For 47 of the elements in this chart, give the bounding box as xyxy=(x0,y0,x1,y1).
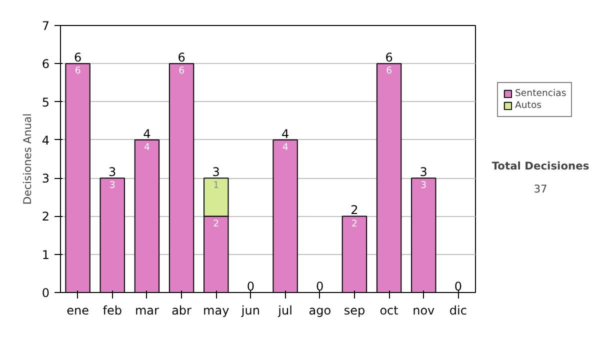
x-tick-label: abr xyxy=(172,304,192,318)
x-tick-label: feb xyxy=(102,304,122,318)
x-tick-label: mar xyxy=(134,304,160,318)
total-label: 2 xyxy=(350,203,358,218)
total-label: 4 xyxy=(143,126,151,141)
legend-label: Autos xyxy=(515,100,542,111)
text: Total Decisiones xyxy=(492,159,590,172)
y-tick-label: 5 xyxy=(42,95,50,110)
total-label: 6 xyxy=(385,50,393,65)
x-tick-label: sep xyxy=(344,304,366,318)
data-label: 4 xyxy=(144,142,150,153)
y-axis-title: Decisiones Anual xyxy=(20,113,34,205)
y-tick-label: 7 xyxy=(42,19,50,33)
data-label: 6 xyxy=(386,66,392,77)
data-label: 6 xyxy=(74,66,81,77)
text: 37 xyxy=(534,182,548,196)
x-tick-label: dic xyxy=(449,304,467,318)
data-label: 4 xyxy=(282,142,288,153)
y-tick-label: 2 xyxy=(42,210,50,224)
data-label: 3 xyxy=(109,180,116,192)
data-label: 2 xyxy=(351,218,358,230)
total-label: 6 xyxy=(74,50,82,65)
data-label: 1 xyxy=(213,180,220,192)
x-tick-label: may xyxy=(203,304,230,318)
x-tick-label: ago xyxy=(308,304,332,318)
total-label: 3 xyxy=(108,165,116,180)
total-label: 6 xyxy=(178,50,186,65)
total-label: 0 xyxy=(246,280,255,294)
x-tick-label: nov xyxy=(412,304,435,318)
data-label: 2 xyxy=(213,218,220,230)
total-label: 3 xyxy=(212,165,220,180)
y-tick-label: 0 xyxy=(42,286,50,300)
legend-label: Sentencias xyxy=(515,88,566,99)
total-label: 0 xyxy=(316,280,324,294)
x-tick-label: oct xyxy=(380,304,399,318)
y-tick-label: 1 xyxy=(42,248,50,262)
x-tick-label: ene xyxy=(66,304,89,318)
data-label: 6 xyxy=(178,66,185,77)
total-label: 0 xyxy=(454,280,462,294)
data-label: 3 xyxy=(420,180,427,192)
total-label: 3 xyxy=(420,165,428,180)
y-tick-label: 6 xyxy=(42,57,50,72)
y-tick-label: 4 xyxy=(42,133,50,148)
total-label: 4 xyxy=(281,126,290,141)
y-tick-label: 3 xyxy=(42,172,50,186)
x-tick-label: jul xyxy=(277,304,292,318)
x-tick-label: jun xyxy=(240,304,260,318)
